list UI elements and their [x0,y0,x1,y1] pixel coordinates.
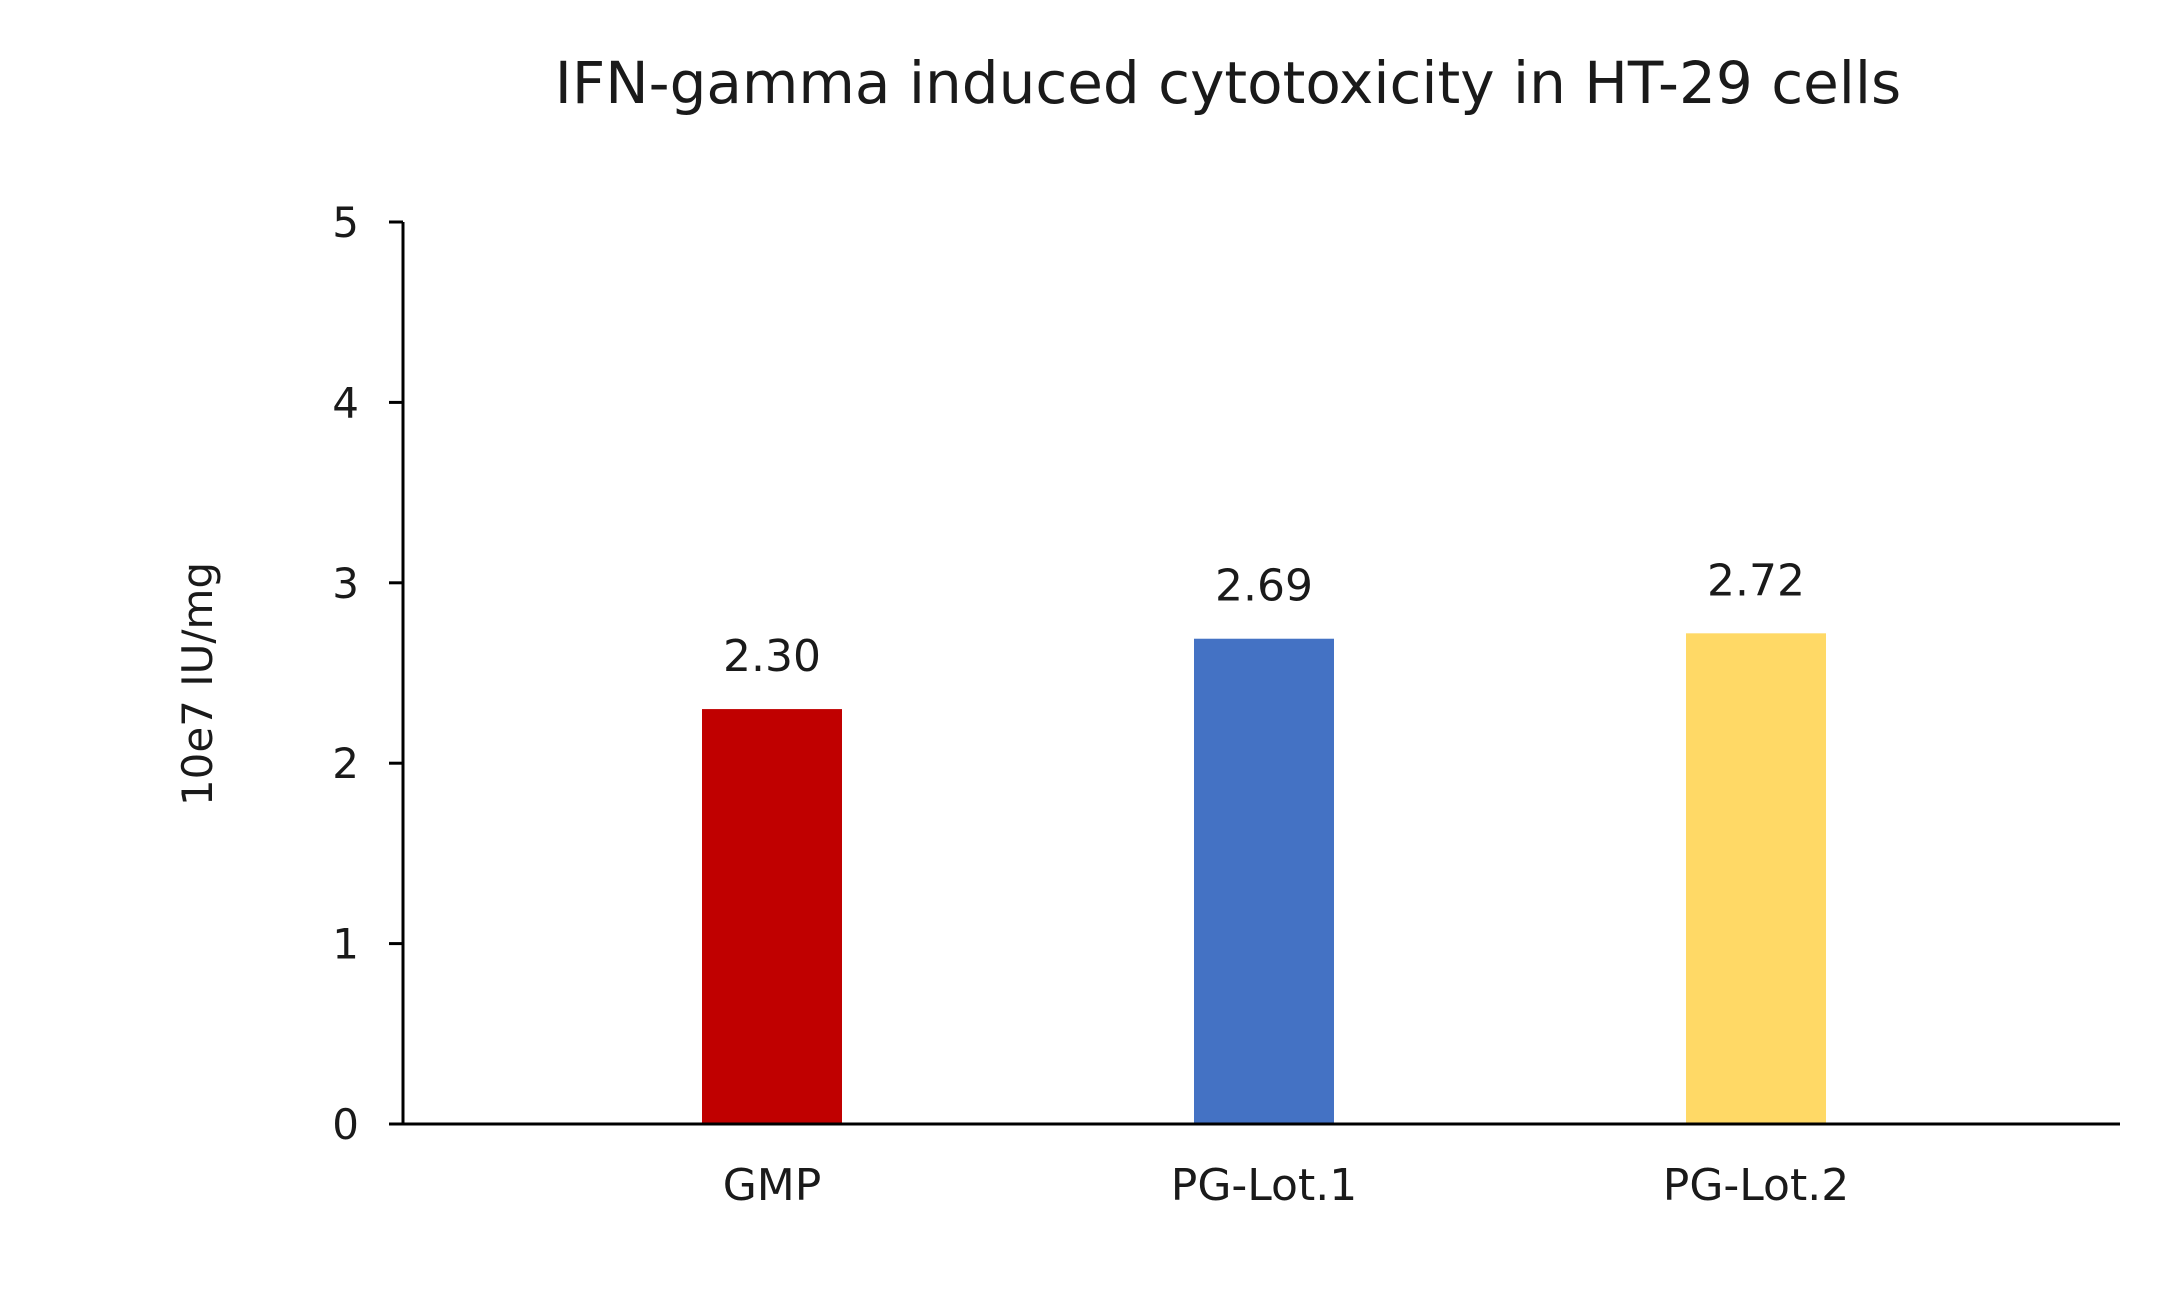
chart-title: IFN-gamma induced cytotoxicity in HT-29 … [555,49,1901,117]
y-tick-label: 0 [332,1100,359,1149]
y-tick-label: 5 [332,198,359,247]
bar [1194,638,1334,1124]
axes-layer [401,222,2120,1126]
y-ticks-layer: 0 1 2 3 4 5 [332,198,403,1149]
y-tick-label: 2 [332,739,359,788]
x-categories-layer: GMP PG-Lot.1 PG-Lot.2 [723,1160,1850,1211]
x-category-label: PG-Lot.1 [1171,1160,1357,1211]
bar [1686,633,1826,1124]
y-tick-label: 3 [332,559,359,608]
x-category-label: GMP [723,1160,822,1211]
y-tick-label: 1 [332,920,359,969]
bar-value-label: 2.72 [1707,555,1805,606]
x-category-label: PG-Lot.2 [1663,1160,1849,1211]
bar-value-label: 2.69 [1215,561,1313,612]
bar [702,709,842,1124]
y-axis-label: 10e7 IU/mg [173,562,222,806]
y-tick-label: 4 [332,378,359,427]
value-labels-layer: 2.30 2.69 2.72 [723,555,1805,682]
bars-layer [702,633,1826,1124]
y-axis-label-group: 10e7 IU/mg [173,562,222,806]
bar-value-label: 2.30 [723,631,821,682]
